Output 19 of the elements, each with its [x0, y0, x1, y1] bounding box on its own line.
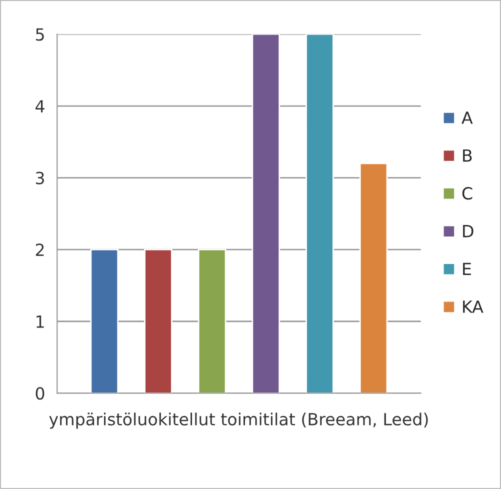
y-tick-label: 1	[36, 316, 44, 328]
legend-label: D	[463, 225, 474, 238]
bar	[306, 34, 334, 394]
y-tick-label: 2	[36, 244, 44, 256]
y-tick-label: 5	[36, 28, 44, 41]
bar	[198, 248, 226, 394]
legend-label: B	[463, 149, 472, 162]
x-tick-label: ympäristöluokitellut toimitilat (Breeam, Leed)	[49, 412, 428, 429]
bar	[359, 162, 388, 394]
y-tick-label: 3	[36, 172, 44, 184]
legend-label: KA	[463, 300, 484, 313]
bar	[90, 248, 119, 394]
y-tick-label: 0	[36, 387, 44, 400]
legend-label: E	[463, 262, 471, 275]
legend-label: A	[462, 112, 473, 124]
bar	[252, 34, 280, 394]
bar	[144, 248, 172, 394]
legend-label: C	[462, 187, 472, 200]
y-tick-label: 4	[36, 100, 44, 112]
